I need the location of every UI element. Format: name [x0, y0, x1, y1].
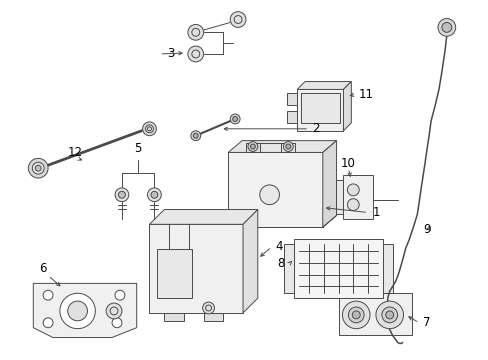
Circle shape — [232, 117, 237, 121]
Circle shape — [347, 307, 364, 323]
Bar — [301, 93, 339, 123]
Circle shape — [145, 125, 153, 133]
Circle shape — [115, 188, 128, 202]
Bar — [245, 143, 259, 152]
Text: 8: 8 — [277, 257, 285, 270]
Text: 1: 1 — [371, 206, 379, 219]
Circle shape — [28, 158, 48, 178]
Polygon shape — [33, 283, 137, 338]
Circle shape — [375, 301, 403, 329]
Polygon shape — [243, 210, 257, 313]
Text: 7: 7 — [423, 316, 430, 329]
Polygon shape — [322, 141, 336, 227]
Circle shape — [115, 290, 124, 300]
Circle shape — [283, 141, 293, 152]
Text: 5: 5 — [134, 142, 141, 155]
Circle shape — [106, 303, 122, 319]
Circle shape — [187, 46, 203, 62]
Circle shape — [193, 133, 198, 138]
Circle shape — [385, 311, 393, 319]
Circle shape — [187, 24, 203, 40]
Text: 10: 10 — [340, 157, 355, 170]
Text: 4: 4 — [275, 240, 283, 253]
Bar — [335, 180, 343, 215]
Circle shape — [112, 318, 122, 328]
Circle shape — [60, 293, 95, 329]
Circle shape — [351, 311, 360, 319]
Circle shape — [142, 122, 156, 136]
Circle shape — [190, 131, 200, 141]
Circle shape — [230, 114, 240, 124]
Circle shape — [147, 188, 161, 202]
Circle shape — [250, 144, 255, 149]
Bar — [294, 239, 382, 298]
Polygon shape — [149, 210, 257, 224]
Bar — [149, 224, 243, 313]
Circle shape — [230, 12, 245, 27]
Circle shape — [43, 318, 53, 328]
Circle shape — [441, 22, 451, 32]
Circle shape — [381, 307, 397, 323]
Bar — [281, 143, 295, 152]
Circle shape — [118, 191, 125, 198]
Bar — [297, 89, 343, 131]
Text: 9: 9 — [423, 223, 430, 236]
Bar — [228, 152, 322, 227]
Circle shape — [32, 162, 44, 174]
Text: 2: 2 — [311, 122, 319, 135]
Bar — [343, 175, 372, 219]
Bar — [287, 93, 297, 105]
Bar — [203, 313, 223, 321]
Circle shape — [247, 141, 257, 152]
Bar — [164, 313, 183, 321]
Circle shape — [151, 191, 158, 198]
Polygon shape — [228, 141, 336, 152]
Circle shape — [342, 301, 369, 329]
Bar — [157, 249, 191, 298]
Bar — [338, 293, 411, 334]
Text: 3: 3 — [167, 48, 175, 60]
Polygon shape — [297, 82, 350, 89]
Circle shape — [346, 184, 359, 196]
Circle shape — [437, 18, 455, 36]
Circle shape — [285, 144, 290, 149]
Circle shape — [68, 301, 87, 321]
Polygon shape — [343, 82, 350, 131]
Circle shape — [43, 290, 53, 300]
Circle shape — [259, 185, 279, 204]
Bar — [287, 111, 297, 123]
Text: 6: 6 — [40, 262, 47, 275]
Circle shape — [202, 302, 214, 314]
Circle shape — [346, 199, 359, 211]
Text: 12: 12 — [68, 146, 83, 159]
Bar — [382, 244, 392, 293]
Bar — [284, 244, 294, 293]
Circle shape — [35, 165, 41, 171]
Text: 11: 11 — [358, 88, 373, 101]
